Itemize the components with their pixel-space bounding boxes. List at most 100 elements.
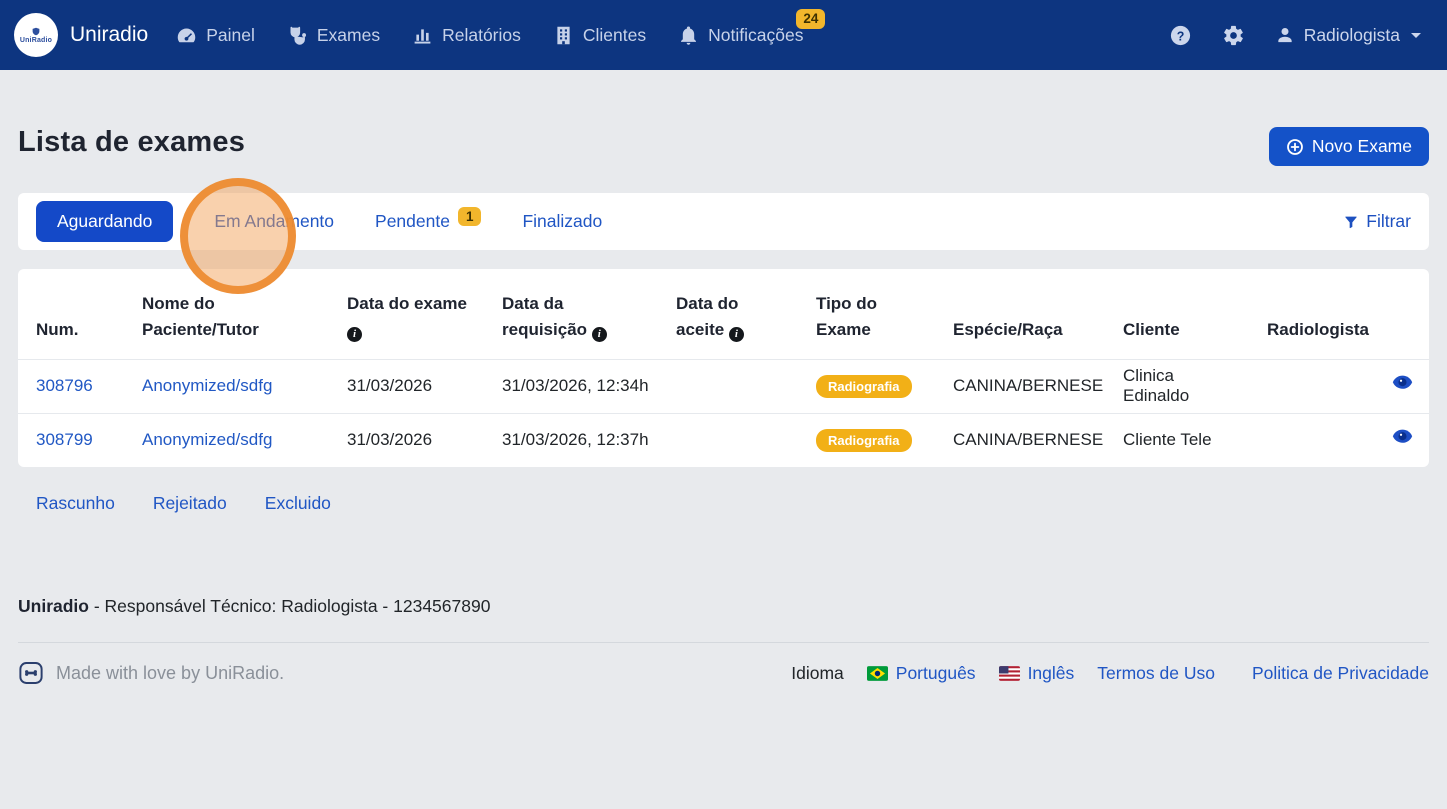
col-header-exam-date: Data do exame i <box>347 294 467 343</box>
tab-aguardando[interactable]: Aguardando <box>36 201 174 242</box>
view-radiologist-button[interactable] <box>1392 429 1413 449</box>
col-header-accept-date: Data do aceite i <box>658 269 798 359</box>
terms-of-use-link[interactable]: Termos de Uso <box>1097 662 1215 683</box>
client-cell: Cliente Tele <box>1105 412 1249 468</box>
nav-item-notificacoes[interactable]: Notificações 24 <box>678 8 826 46</box>
tab-finalizado[interactable]: Finalizado <box>522 211 603 231</box>
exam-type-badge: Radiografia <box>816 375 912 399</box>
eye-icon <box>1392 375 1413 389</box>
col-header-num: Num. <box>36 320 79 340</box>
funnel-icon <box>1345 216 1357 228</box>
page-footer: Made with love by UniRadio. Idioma Portu… <box>18 660 1429 686</box>
eye-icon <box>1392 430 1413 444</box>
pendente-count-badge: 1 <box>457 207 482 226</box>
nav-item-clientes[interactable]: Clientes <box>553 25 646 46</box>
speedometer-icon <box>177 28 196 42</box>
nav-item-label: Relatórios <box>442 24 521 45</box>
language-portugues[interactable]: Português <box>866 663 976 684</box>
person-icon <box>1278 28 1292 43</box>
tab-em-andamento[interactable]: Em Andamento <box>214 211 335 231</box>
nav-item-label: Exames <box>316 24 381 45</box>
new-exam-label: Novo Exame <box>1311 136 1412 156</box>
gear-icon <box>1223 25 1243 45</box>
bone-logo-icon <box>19 662 43 685</box>
new-exam-button[interactable]: Novo Exame <box>1268 127 1429 166</box>
privacy-policy-link[interactable]: Politica de Privacidade <box>1251 662 1429 683</box>
info-icon[interactable]: i <box>728 327 744 343</box>
stethoscope-icon <box>290 26 306 45</box>
made-with-text: Made with love by UniRadio. <box>56 662 285 683</box>
nav-item-label: Notificações <box>708 24 804 45</box>
help-button[interactable]: ? <box>1169 24 1192 47</box>
info-icon[interactable]: i <box>347 327 362 343</box>
uniradio-logo: UniRadio <box>14 13 58 57</box>
col-header-client: Cliente <box>1123 320 1180 340</box>
tab-pendente[interactable]: Pendente 1 <box>375 207 482 232</box>
settings-button[interactable] <box>1222 24 1245 47</box>
exam-number-link[interactable]: 308799 <box>36 430 93 450</box>
exam-type-badge: Radiografia <box>816 429 912 453</box>
brazil-flag-icon <box>866 665 888 681</box>
made-with: Made with love by UniRadio. <box>18 660 284 686</box>
link-excluido[interactable]: Excluido <box>264 493 331 514</box>
bell-icon <box>681 25 697 45</box>
table-row: 308799 Anonymized/sdfg 31/03/2026 31/03/… <box>18 412 1429 468</box>
main-content: Lista de exames Novo Exame Aguardando Em… <box>0 126 1447 686</box>
question-circle-icon: ? <box>1170 25 1190 45</box>
exam-date-cell: 31/03/2026 <box>329 358 484 414</box>
chevron-down-icon <box>1411 32 1421 38</box>
exams-table: Num. Nome do Paciente/Tutor Data do exam… <box>18 269 1429 468</box>
request-date-cell: 31/03/2026, 12:34h <box>484 358 658 414</box>
accept-date-cell <box>658 412 798 468</box>
top-navbar: UniRadio Uniradio Painel Exames Relatóri… <box>0 0 1447 70</box>
info-icon[interactable]: i <box>591 327 607 343</box>
col-header-species: Espécie/Raça <box>953 320 1063 340</box>
exam-number-link[interactable]: 308796 <box>36 376 93 396</box>
main-nav: Painel Exames Relatórios Clientes Notifi… <box>176 8 826 46</box>
brand[interactable]: UniRadio Uniradio <box>14 13 148 57</box>
exams-table-card: Num. Nome do Paciente/Tutor Data do exam… <box>18 269 1429 468</box>
request-date-cell: 31/03/2026, 12:37h <box>484 412 658 468</box>
table-row: 308796 Anonymized/sdfg 31/03/2026 31/03/… <box>18 358 1429 414</box>
svg-text:?: ? <box>1176 29 1184 43</box>
filter-label: Filtrar <box>1366 211 1411 231</box>
hospital-icon <box>557 26 570 44</box>
col-header-patient: Nome do Paciente/Tutor <box>142 294 259 340</box>
page-title: Lista de exames <box>18 126 246 158</box>
footer-divider <box>18 642 1429 644</box>
accept-date-cell <box>658 358 798 414</box>
species-cell: CANINA/BERNESE <box>935 412 1105 468</box>
link-rejeitado[interactable]: Rejeitado <box>152 493 227 514</box>
nav-item-relatorios[interactable]: Relatórios <box>412 25 521 46</box>
client-cell: Clinica Edinaldo <box>1105 358 1249 414</box>
language-ingles[interactable]: Inglês <box>998 663 1074 684</box>
species-cell: CANINA/BERNESE <box>935 358 1105 414</box>
col-header-exam-type: Tipo do Exame <box>816 294 878 340</box>
col-header-request-date: Data da requisição i <box>484 269 658 359</box>
view-radiologist-button[interactable] <box>1392 375 1413 395</box>
user-menu[interactable]: Radiologista <box>1275 25 1421 46</box>
secondary-status-links: Rascunho Rejeitado Excluido <box>18 493 1429 514</box>
footer-links: Idioma Português Inglês Termos de Uso Po… <box>791 663 1429 684</box>
table-header-row: Num. Nome do Paciente/Tutor Data do exam… <box>18 269 1429 359</box>
notifications-count-badge: 24 <box>796 8 826 29</box>
col-header-radiologist: Radiologista <box>1267 320 1370 340</box>
nav-item-exames[interactable]: Exames <box>287 25 380 46</box>
patient-link[interactable]: Anonymized/sdfg <box>142 430 273 450</box>
link-rascunho[interactable]: Rascunho <box>36 493 115 514</box>
plus-circle-icon <box>1286 138 1303 155</box>
tab-pendente-label: Pendente <box>375 211 450 231</box>
shield-icon <box>32 27 40 35</box>
org-name: Uniradio <box>18 596 89 617</box>
user-name: Radiologista <box>1303 24 1400 45</box>
language-label: Idioma <box>791 662 844 683</box>
filter-button[interactable]: Filtrar <box>1343 211 1411 232</box>
exam-date-cell: 31/03/2026 <box>329 412 484 468</box>
nav-item-painel[interactable]: Painel <box>176 25 255 46</box>
status-tabs: Aguardando Em Andamento Pendente 1 Final… <box>18 193 1429 250</box>
patient-link[interactable]: Anonymized/sdfg <box>142 376 273 396</box>
us-flag-icon <box>998 665 1020 681</box>
bar-chart-icon <box>414 28 431 44</box>
responsible-technician-line: Uniradio - Responsável Técnico: Radiolog… <box>18 596 491 617</box>
nav-item-label: Clientes <box>582 24 647 45</box>
